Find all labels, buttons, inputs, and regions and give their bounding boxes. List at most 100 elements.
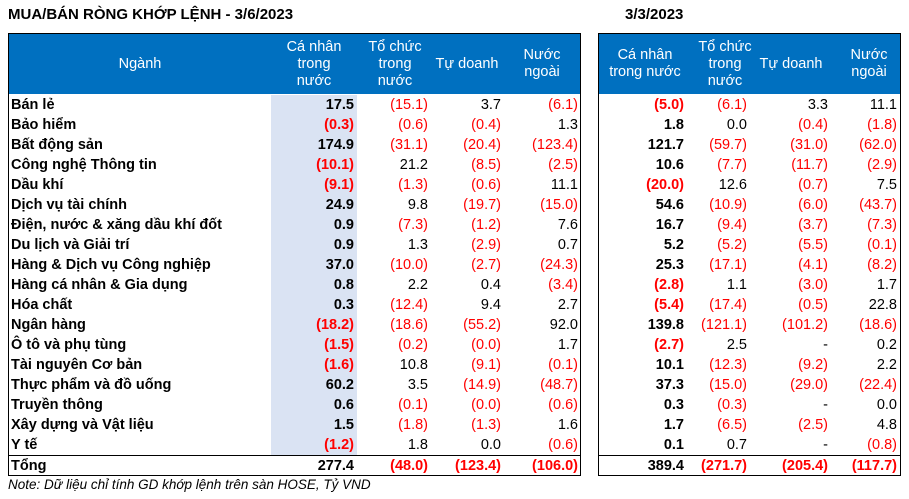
table-row: 0.3 (0.3) - 0.0 bbox=[599, 395, 900, 415]
proprietary-value: (205.4) bbox=[782, 458, 828, 474]
individual-value: 10.1 bbox=[655, 357, 684, 373]
foreign-value: (62.0) bbox=[859, 137, 897, 153]
table-row: 0.1 0.7 - (0.8) bbox=[599, 435, 900, 455]
individual-value: (2.8) bbox=[654, 277, 684, 293]
comparison-date-title: 3/3/2023 bbox=[625, 6, 684, 23]
proprietary-value: (20.4) bbox=[463, 137, 501, 153]
foreign-value: (7.3) bbox=[867, 217, 897, 233]
proprietary-value: 3.7 bbox=[480, 97, 501, 113]
individual-value: 1.7 bbox=[663, 417, 684, 433]
proprietary-value: - bbox=[823, 437, 828, 453]
table-row: Ngân hàng (18.2) (18.6) (55.2) 92.0 bbox=[9, 315, 580, 335]
individual-value: (5.0) bbox=[654, 97, 684, 113]
table-row: Ô tô và phụ tùng (1.5) (0.2) (0.0) 1.7 bbox=[9, 335, 580, 355]
sector-name: Ngân hàng bbox=[11, 317, 86, 333]
individual-value: 5.2 bbox=[663, 237, 684, 253]
individual-value: 17.5 bbox=[325, 97, 354, 113]
individual-value: 37.0 bbox=[325, 257, 354, 273]
foreign-value: 7.6 bbox=[557, 217, 578, 233]
institution-value: (17.1) bbox=[709, 257, 747, 273]
proprietary-value: (6.0) bbox=[798, 197, 828, 213]
sector-name: Dịch vụ tài chính bbox=[11, 197, 128, 213]
foreign-value: (0.6) bbox=[548, 437, 578, 453]
table-row: 16.7 (9.4) (3.7) (7.3) bbox=[599, 215, 900, 235]
foreign-value: (1.8) bbox=[867, 117, 897, 133]
table-header: Cá nhân trong nước Tổ chức trong nước Tự… bbox=[599, 34, 900, 94]
proprietary-value: (0.6) bbox=[471, 177, 501, 193]
table-row: 25.3 (17.1) (4.1) (8.2) bbox=[599, 255, 900, 275]
table-row: Thực phẩm và đồ uống 60.2 3.5 (14.9) (48.7) bbox=[9, 375, 580, 395]
individual-value: (9.1) bbox=[324, 177, 354, 193]
sector-name: Tài nguyên Cơ bản bbox=[11, 357, 143, 373]
institution-value: (10.0) bbox=[390, 257, 428, 273]
foreign-value: 22.8 bbox=[868, 297, 897, 313]
institution-value: (0.2) bbox=[398, 337, 428, 353]
institution-value: (15.1) bbox=[390, 97, 428, 113]
institution-value: (0.3) bbox=[717, 397, 747, 413]
table-row: 37.3 (15.0) (29.0) (22.4) bbox=[599, 375, 900, 395]
individual-value: (18.2) bbox=[316, 317, 354, 333]
institution-value: (48.0) bbox=[390, 458, 428, 474]
table-row: (5.4) (17.4) (0.5) 22.8 bbox=[599, 295, 900, 315]
sector-name: Thực phẩm và đồ uống bbox=[11, 377, 172, 393]
institution-value: (121.1) bbox=[701, 317, 747, 333]
sector-name: Công nghệ Thông tin bbox=[11, 157, 157, 173]
institution-value: (12.3) bbox=[709, 357, 747, 373]
foreign-value: 11.1 bbox=[869, 97, 897, 113]
proprietary-value: (11.7) bbox=[791, 157, 828, 173]
institution-value: 0.0 bbox=[726, 117, 747, 133]
individual-value: 54.6 bbox=[655, 197, 684, 213]
footnote: Note: Dữ liệu chỉ tính GD khớp lệnh trên… bbox=[8, 477, 371, 492]
proprietary-value: (1.3) bbox=[471, 417, 501, 433]
foreign-value: 1.6 bbox=[557, 417, 578, 433]
proprietary-value: (0.4) bbox=[471, 117, 501, 133]
institution-value: (0.6) bbox=[398, 117, 428, 133]
proprietary-value: (0.7) bbox=[798, 177, 828, 193]
foreign-value: (22.4) bbox=[859, 377, 897, 393]
individual-value: 25.3 bbox=[655, 257, 684, 273]
individual-value: 60.2 bbox=[325, 377, 354, 393]
proprietary-value: 9.4 bbox=[480, 297, 501, 313]
header-individual: Cá nhân trong nước bbox=[286, 38, 342, 89]
institution-value: (271.7) bbox=[701, 458, 747, 474]
foreign-value: (2.5) bbox=[548, 157, 578, 173]
table-row: (20.0) 12.6 (0.7) 7.5 bbox=[599, 175, 900, 195]
foreign-value: (6.1) bbox=[548, 97, 578, 113]
table-row: (2.8) 1.1 (3.0) 1.7 bbox=[599, 275, 900, 295]
proprietary-value: (55.2) bbox=[463, 317, 501, 333]
institution-value: 3.5 bbox=[407, 377, 428, 393]
proprietary-value: (0.5) bbox=[798, 297, 828, 313]
foreign-value: 2.2 bbox=[876, 357, 897, 373]
net-trading-table-compare: Cá nhân trong nước Tổ chức trong nước Tự… bbox=[598, 33, 901, 476]
foreign-value: 1.3 bbox=[557, 117, 578, 133]
foreign-value: 0.0 bbox=[876, 397, 897, 413]
sector-name: Truyền thông bbox=[11, 397, 103, 413]
institution-value: 21.2 bbox=[399, 157, 428, 173]
individual-value: 1.8 bbox=[663, 117, 684, 133]
proprietary-value: (0.0) bbox=[471, 397, 501, 413]
proprietary-value: (1.2) bbox=[471, 217, 501, 233]
institution-value: 10.8 bbox=[399, 357, 428, 373]
institution-value: 1.1 bbox=[726, 277, 747, 293]
foreign-value: 0.7 bbox=[557, 237, 578, 253]
sector-name: Du lịch và Giải trí bbox=[11, 237, 130, 253]
individual-value: 24.9 bbox=[325, 197, 354, 213]
institution-value: (0.1) bbox=[398, 397, 428, 413]
institution-value: (59.7) bbox=[709, 137, 747, 153]
table-row: 10.1 (12.3) (9.2) 2.2 bbox=[599, 355, 900, 375]
proprietary-value: (0.4) bbox=[798, 117, 828, 133]
table-row: Bán lẻ 17.5 (15.1) 3.7 (6.1) bbox=[9, 95, 580, 115]
foreign-value: (0.1) bbox=[548, 357, 578, 373]
proprietary-value: (2.7) bbox=[471, 257, 501, 273]
proprietary-value: (3.0) bbox=[798, 277, 828, 293]
individual-value: 10.6 bbox=[655, 157, 684, 173]
foreign-value: 1.7 bbox=[876, 277, 897, 293]
individual-value: (1.2) bbox=[324, 437, 354, 453]
proprietary-value: (5.5) bbox=[798, 237, 828, 253]
table-row: Dầu khí (9.1) (1.3) (0.6) 11.1 bbox=[9, 175, 580, 195]
individual-value: (1.5) bbox=[324, 337, 354, 353]
sector-name: Dầu khí bbox=[11, 177, 64, 193]
institution-value: (17.4) bbox=[709, 297, 747, 313]
header-proprietary: Tự doanh bbox=[435, 55, 499, 72]
table-row: Truyền thông 0.6 (0.1) (0.0) (0.6) bbox=[9, 395, 580, 415]
